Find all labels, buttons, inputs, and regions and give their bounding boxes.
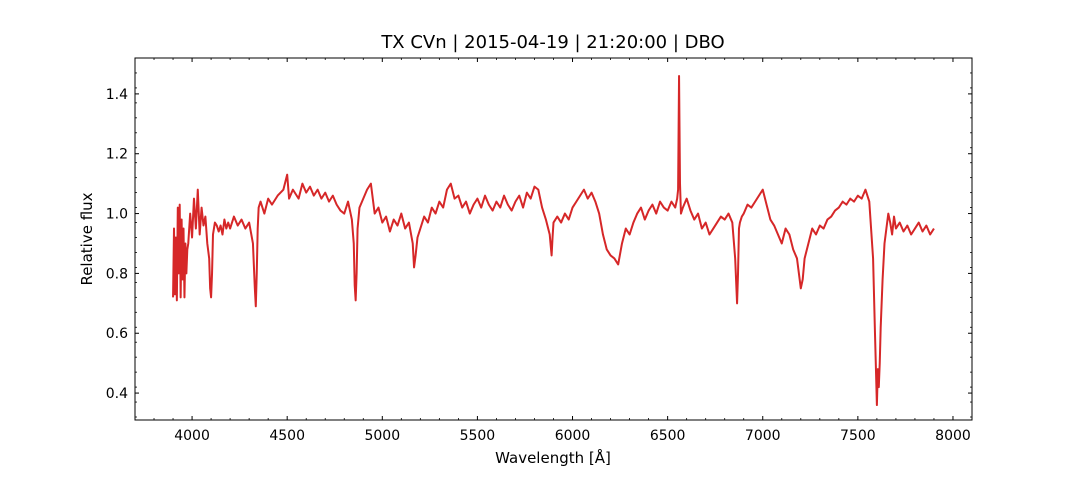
plot-frame bbox=[134, 57, 973, 421]
y-tick-label: 1.0 bbox=[106, 207, 128, 223]
y-tick-label: 1.4 bbox=[106, 87, 128, 103]
y-tick-label: 1.2 bbox=[106, 147, 128, 163]
y-axis-label: Relative flux bbox=[78, 192, 96, 285]
x-tick-label: 4000 bbox=[174, 428, 210, 444]
x-tick-label: 6500 bbox=[650, 428, 686, 444]
y-tick-label: 0.8 bbox=[106, 266, 128, 282]
x-tick-label: 4500 bbox=[269, 428, 305, 444]
y-tick-label: 0.6 bbox=[106, 326, 128, 342]
series-layer bbox=[172, 74, 935, 407]
y-axis-ticks: 0.4 0.6 0.8 1.0 1.2 1.4 bbox=[106, 72, 972, 418]
chart-title: TX CVn | 2015-04-19 | 21:20:00 | DBO bbox=[380, 32, 724, 53]
x-tick-label: 6000 bbox=[555, 428, 591, 444]
spectrum-line bbox=[172, 74, 935, 407]
x-axis-ticks: 4000 4500 5000 5500 6000 6500 7000 7500 8000 bbox=[134, 58, 973, 444]
x-tick-label: 5500 bbox=[460, 428, 496, 444]
y-tick-label: 0.4 bbox=[106, 386, 128, 402]
x-tick-label: 5000 bbox=[364, 428, 400, 444]
x-tick-label: 7000 bbox=[745, 428, 781, 444]
x-tick-label: 8000 bbox=[935, 428, 971, 444]
x-axis-label: Wavelength [Å] bbox=[495, 448, 611, 467]
x-tick-label: 7500 bbox=[840, 428, 876, 444]
